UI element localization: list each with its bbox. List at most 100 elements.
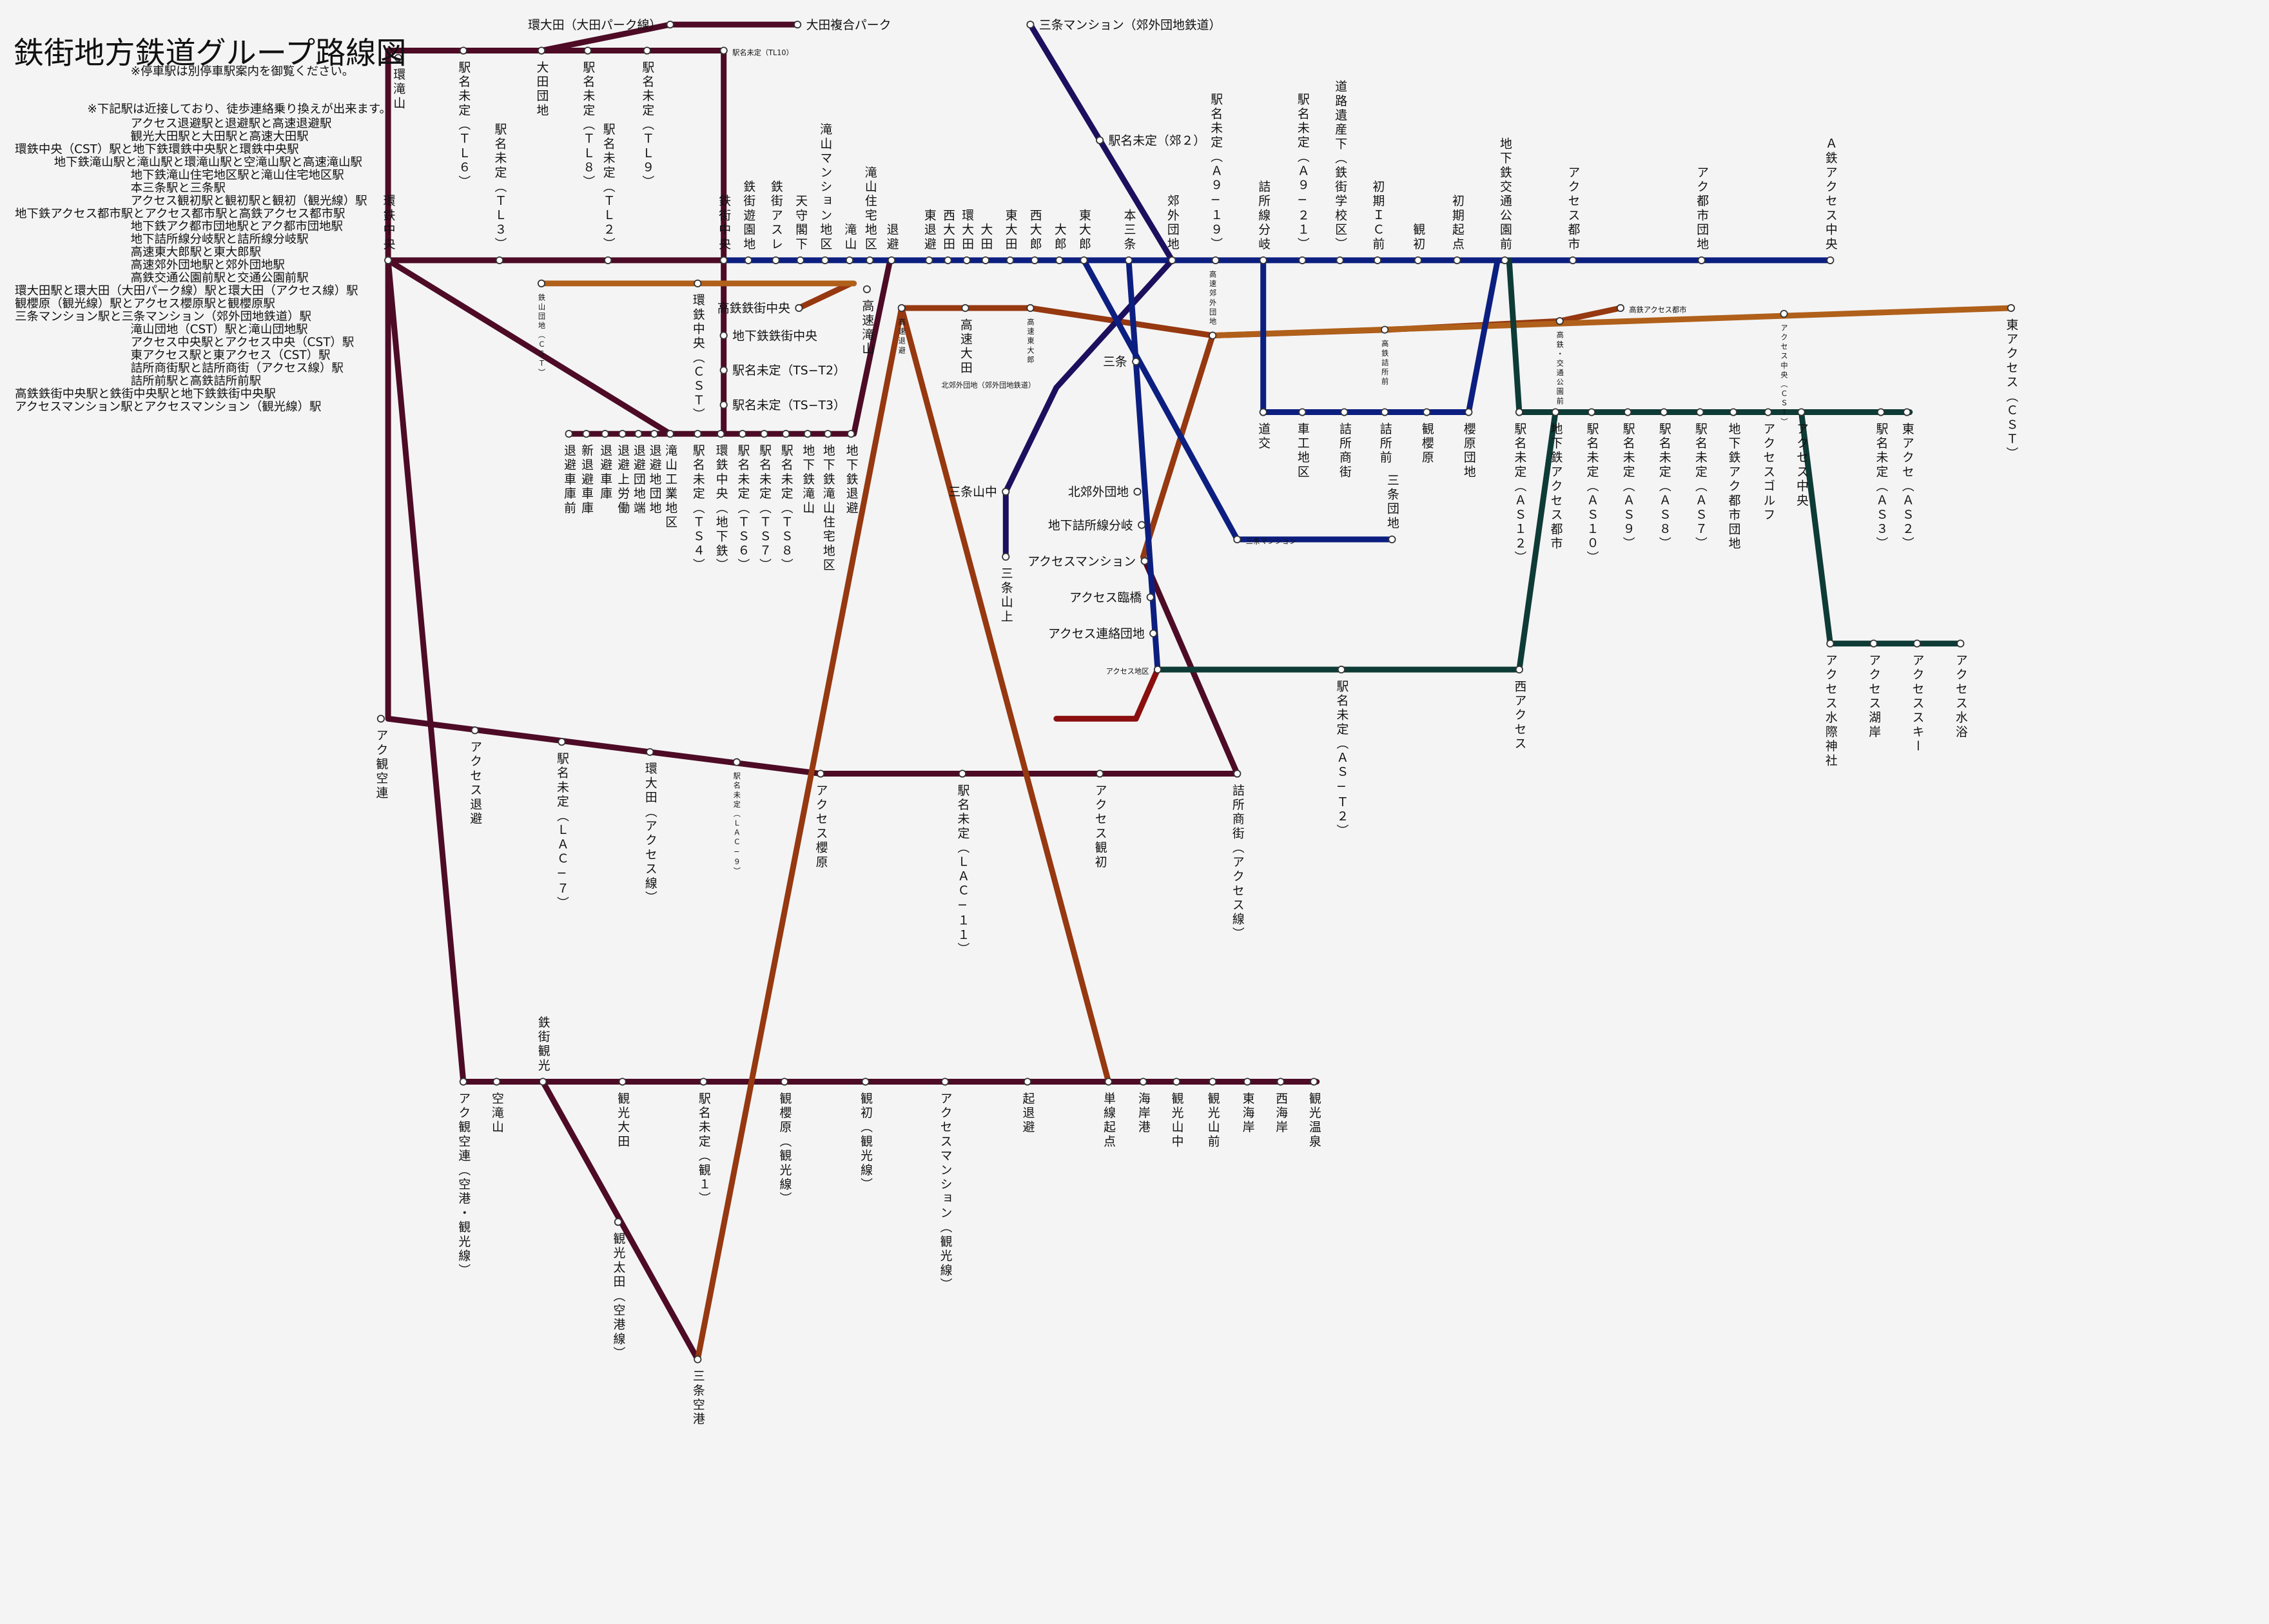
- station: [1138, 521, 1146, 529]
- station-label: 大郎: [1053, 223, 1066, 252]
- transfer-note: 観櫻原（観光線）駅とアクセス櫻原駅と観櫻原駅: [15, 297, 275, 311]
- station-label: 高速東大郎: [1026, 318, 1035, 365]
- station-label: 地下詰所線分岐: [1048, 518, 1133, 532]
- station: [694, 1355, 702, 1364]
- station: [495, 256, 503, 264]
- station-label: 詰所前: [1378, 422, 1392, 465]
- station: [539, 1078, 547, 1086]
- station: [604, 256, 612, 264]
- station: [1124, 256, 1133, 264]
- station: [887, 256, 896, 264]
- station: [1233, 535, 1242, 544]
- transfer-note: 地下鉄アクセス都市駅とアクセス都市駅と高鉄アクセス都市駅: [15, 207, 345, 220]
- station-label: 東アクセ（ＡＳ２）: [1900, 422, 1914, 551]
- station-label: 櫻原団地: [1462, 422, 1475, 479]
- station-label: 詰所商街: [1338, 422, 1351, 479]
- station: [1139, 1078, 1147, 1086]
- station: [744, 256, 752, 264]
- station-label: 滝山工業地区: [663, 443, 677, 530]
- station: [1337, 665, 1345, 674]
- station: [1276, 1078, 1285, 1086]
- station-label: 道交: [1256, 422, 1270, 451]
- station: [1826, 256, 1835, 264]
- station-label: 駅名未定（ＡＳ１０）: [1585, 422, 1599, 565]
- station-label: 鉄街中央: [717, 194, 730, 251]
- station: [816, 769, 825, 778]
- station: [824, 430, 832, 438]
- station: [1465, 408, 1473, 416]
- station: [719, 331, 728, 340]
- station-label: 東大郎: [1077, 208, 1091, 251]
- station-label: 初期起点: [1450, 194, 1464, 251]
- station: [1797, 408, 1806, 416]
- station: [634, 430, 643, 438]
- station-label: 駅名未定（ＡＳ８）: [1657, 422, 1671, 551]
- station-label: アクセスマンション（観光線）: [939, 1092, 952, 1292]
- transfer-note: 三条マンション駅と三条マンション（郊外団地鉄道）駅: [15, 310, 311, 324]
- station-label: アクセス都市: [1566, 166, 1579, 251]
- station: [384, 256, 393, 264]
- station-label: 駅名未定（ＴＬ３）: [492, 123, 506, 252]
- transfer-note: 観光大田駅と大田駅と高速大田駅: [131, 130, 309, 143]
- transfer-note: 滝山団地（CST）駅と滝山団地駅: [131, 323, 308, 336]
- station: [565, 430, 573, 438]
- station: [537, 279, 546, 287]
- station-label: 北郊外団地（郊外団地鉄道）: [942, 380, 1036, 389]
- station-label: 観初: [1411, 223, 1425, 252]
- station: [1780, 309, 1788, 318]
- station-label: 詰所商街（アクセス線）: [1231, 784, 1244, 942]
- station-label: アク観空連: [374, 729, 387, 800]
- station-label: 観光山前: [1206, 1092, 1220, 1149]
- station: [847, 430, 855, 438]
- station: [772, 256, 780, 264]
- station: [1031, 256, 1039, 264]
- station: [897, 304, 906, 313]
- station-label: 環鉄中央: [382, 195, 395, 252]
- station-label: 三条マンション（郊外団地鉄道）: [1039, 18, 1221, 32]
- station-label: 高鉄アクセス都市: [1629, 305, 1686, 314]
- station: [719, 256, 728, 264]
- station: [1660, 408, 1668, 416]
- station: [459, 46, 467, 55]
- station-label: 滝山住宅地区: [863, 166, 877, 252]
- station: [1173, 1078, 1181, 1086]
- station-label: 本三条: [1122, 208, 1136, 251]
- station-label: 環鉄中央（ＣＳＴ）: [691, 294, 705, 423]
- station: [1826, 639, 1835, 648]
- station: [1956, 639, 1965, 648]
- station: [1153, 665, 1162, 674]
- station-label: 環鉄中央（地下鉄）: [714, 444, 728, 573]
- station-label: 地下鉄滝山: [801, 443, 814, 515]
- station: [646, 748, 654, 756]
- station-label: 観櫻原: [1420, 422, 1434, 465]
- station: [1133, 487, 1142, 496]
- station-label: 駅名未定（ＡＳ−Ｔ２）: [1334, 680, 1348, 838]
- station: [1233, 769, 1242, 778]
- station-label: 高速滝山: [860, 299, 873, 356]
- station: [925, 256, 933, 264]
- station: [782, 430, 790, 438]
- station: [1259, 408, 1267, 416]
- station: [1551, 408, 1560, 416]
- station-label: 観光大田: [616, 1092, 629, 1149]
- station: [962, 256, 971, 264]
- station-label: 地下鉄アクセス都市: [1549, 422, 1563, 551]
- station: [2007, 304, 2015, 313]
- station: [459, 1078, 467, 1086]
- station: [1624, 408, 1632, 416]
- station-label: アクセス水浴: [1954, 653, 1967, 739]
- transfer-note: 地下詰所線分岐駅と詰所線分岐駅: [131, 233, 309, 246]
- station-label: アクセス櫻原: [814, 784, 828, 869]
- station: [1381, 408, 1389, 416]
- station: [1243, 1078, 1252, 1086]
- station: [618, 430, 627, 438]
- station-label: 三条空港: [691, 1369, 705, 1427]
- station-label: 高鉄・交通公園前: [1555, 331, 1564, 407]
- station-label: 退避上労働: [616, 443, 629, 515]
- station-label: 駅名未定（ＴＬ２）: [601, 123, 615, 252]
- station-label: 地下鉄滝山住宅地区: [821, 443, 835, 572]
- station: [1501, 256, 1509, 264]
- station-label: 東退避: [922, 208, 936, 251]
- station-label: 高鉄鉄街中央: [717, 302, 790, 316]
- station-label: 三条山上: [999, 567, 1013, 624]
